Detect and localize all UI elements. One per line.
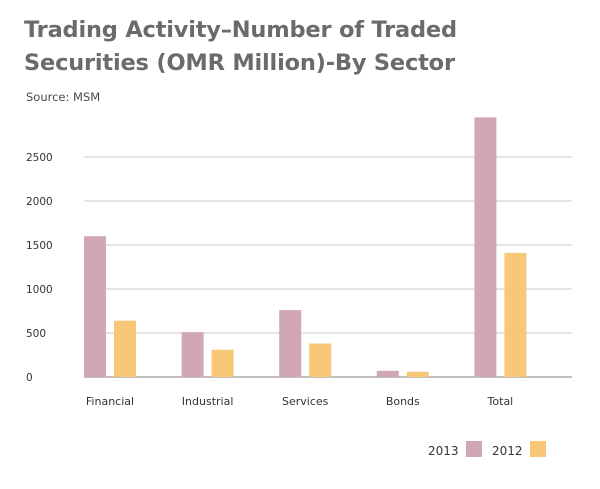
bar-2012-financial xyxy=(114,320,136,377)
bar-2013-industrial xyxy=(181,332,204,377)
bar-2012-total xyxy=(504,252,527,377)
x-tick-label: Services xyxy=(282,395,329,408)
x-tick-label: Total xyxy=(487,395,514,408)
legend-swatch xyxy=(530,441,546,457)
bar-2012-industrial xyxy=(211,349,234,377)
y-tick-label: 2500 xyxy=(26,152,53,164)
bar-2012-services xyxy=(309,343,332,377)
y-tick-label: 0 xyxy=(26,372,33,384)
bar-2012-bonds xyxy=(406,371,429,377)
x-tick-label: Bonds xyxy=(386,395,420,408)
x-tick-label: Financial xyxy=(86,395,134,408)
y-tick-label: 1500 xyxy=(26,240,53,252)
bar-2013-financial xyxy=(84,236,106,377)
legend-label: 2013 xyxy=(428,444,459,458)
bar-2013-bonds xyxy=(376,370,399,377)
y-tick-label: 1000 xyxy=(26,284,53,296)
bar-2013-services xyxy=(279,310,302,377)
x-tick-label: Industrial xyxy=(182,395,234,408)
bar-2013-total xyxy=(474,117,497,378)
chart-source: Source: MSM xyxy=(26,90,101,104)
y-tick-label: 2000 xyxy=(26,196,53,208)
chart-title: Trading Activity–Number of Traded Securi… xyxy=(24,17,457,76)
legend-label: 2012 xyxy=(492,444,523,458)
legend-swatch xyxy=(466,441,482,457)
y-tick-label: 500 xyxy=(26,328,46,340)
